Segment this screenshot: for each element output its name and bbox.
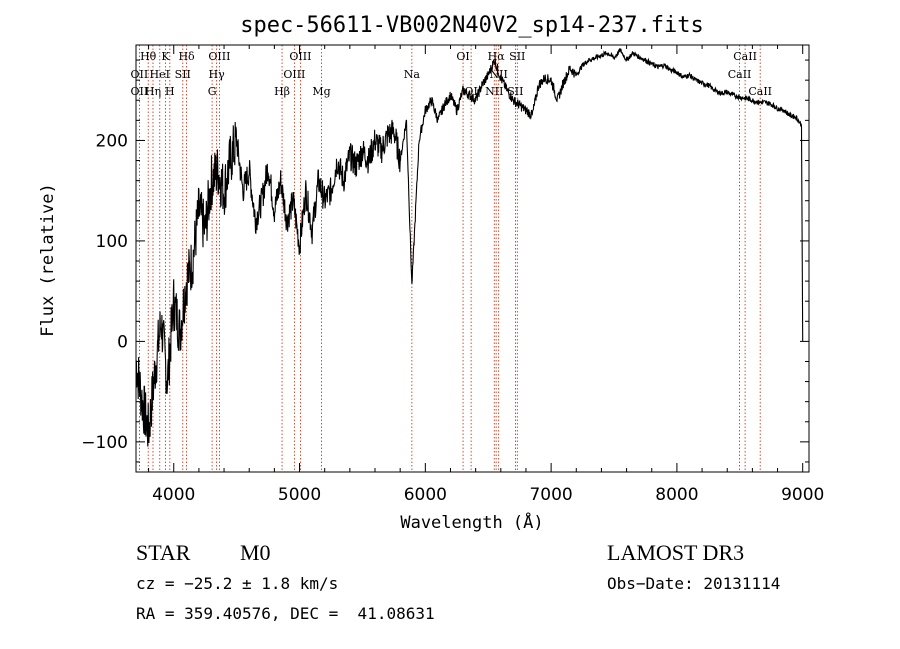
object-subclass: M0	[240, 540, 271, 565]
y-tick-label: 0	[117, 332, 128, 352]
y-axis: −100 0 100 200	[81, 59, 809, 463]
y-axis-label: Flux (relative)	[38, 183, 58, 337]
line-label-HeI: HeI	[150, 68, 170, 81]
line-label-Mg: Mg	[312, 85, 330, 98]
redshift-velocity: cz = −25.2 ± 1.8 km/s	[136, 574, 339, 593]
y-tick-label: 100	[96, 232, 128, 252]
survey-name: LAMOST DR3	[607, 540, 745, 565]
x-tick-label: 5000	[278, 485, 321, 505]
line-label-OI: OI	[464, 85, 477, 98]
x-tick-label: 9000	[781, 485, 824, 505]
line-label-H: H	[165, 85, 175, 98]
line-label-OIII: OIII	[208, 50, 230, 63]
line-label-OI: OI	[456, 50, 469, 63]
x-tick-label: 7000	[529, 485, 572, 505]
line-label-Hγ: Hγ	[209, 68, 226, 81]
line-label-Hα: Hα	[488, 50, 506, 63]
line-label-SII: SII	[507, 85, 523, 98]
line-label-OII: OII	[131, 85, 149, 98]
observation-date: Obs−Date: 20131114	[607, 574, 781, 593]
x-tick-label: 4000	[152, 485, 195, 505]
sky-coordinates: RA = 359.40576, DEC = 41.08631	[136, 604, 435, 623]
line-label-OIII: OIII	[289, 50, 311, 63]
x-tick-label: 8000	[655, 485, 698, 505]
line-label-SII: SII	[509, 50, 525, 63]
y-tick-label: 200	[96, 131, 128, 151]
line-label-OIII: OIII	[283, 68, 305, 81]
line-label-OII: OII	[131, 68, 149, 81]
x-axis: 4000 5000 6000 7000 8000 9000	[148, 45, 824, 505]
object-class: STAR	[136, 540, 191, 565]
x-tick-label: 6000	[404, 485, 447, 505]
line-label-NII: NII	[485, 85, 503, 98]
chart-title: spec-56611-VB002N40V2_sp14-237.fits	[240, 13, 704, 38]
line-label-Hθ: Hθ	[140, 50, 157, 63]
line-label-SII: SII	[175, 68, 191, 81]
line-label-Hβ: Hβ	[274, 85, 290, 98]
line-label-Hδ: Hδ	[178, 50, 195, 63]
line-label-CaII: CaII	[748, 85, 772, 98]
line-label-K: K	[161, 50, 170, 63]
spectrum-series	[135, 48, 804, 447]
line-label-Hη: Hη	[145, 85, 161, 98]
spectral-line-markers	[138, 45, 761, 472]
line-label-CaII: CaII	[733, 50, 757, 63]
x-axis-label: Wavelength (Å)	[400, 511, 543, 533]
line-label-CaII: CaII	[728, 68, 752, 81]
line-label-Na: Na	[404, 68, 421, 81]
plot-frame	[135, 44, 810, 473]
y-tick-label: −100	[81, 433, 128, 453]
line-label-G: G	[208, 85, 217, 98]
